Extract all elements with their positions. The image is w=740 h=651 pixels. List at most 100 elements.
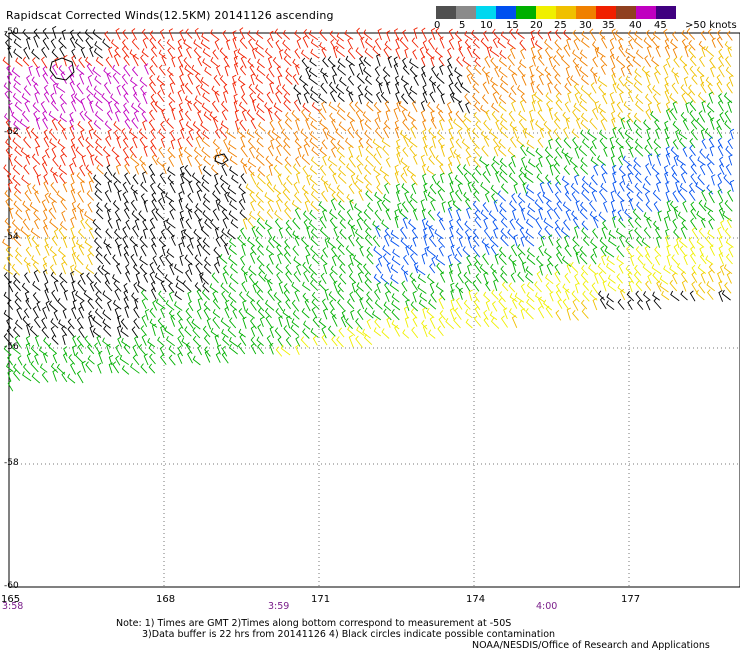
wind-barb (518, 118, 526, 130)
wind-barb (400, 172, 407, 184)
wind-barb (672, 272, 678, 285)
wind-barb (161, 54, 167, 66)
wind-barb (612, 82, 617, 94)
wind-barb (249, 92, 255, 103)
wind-barb (572, 136, 578, 147)
wind-barb (337, 140, 345, 150)
wind-barb (651, 56, 660, 67)
wind-barb (412, 290, 417, 303)
wind-barb (224, 242, 230, 255)
wind-barb (539, 264, 544, 276)
wind-barb (570, 75, 580, 86)
wind-barb (375, 263, 382, 274)
wind-barb (48, 192, 57, 204)
wind-barb (26, 37, 31, 50)
wind-barb (166, 39, 176, 50)
wind-barb (474, 165, 482, 176)
wind-barb (177, 89, 183, 102)
wind-barb (345, 137, 354, 149)
wind-barb (194, 254, 203, 266)
wind-barb (538, 156, 543, 168)
wind-barb (341, 310, 346, 321)
wind-barb (11, 29, 22, 41)
wind-barb (6, 64, 13, 76)
wind-barb (14, 298, 23, 310)
wind-barb (689, 154, 697, 167)
wind-barb (572, 29, 581, 42)
wind-barb (322, 155, 327, 166)
wind-barb (700, 271, 706, 284)
wind-barb (718, 245, 724, 257)
wind-barb (468, 289, 473, 301)
wind-barb (353, 254, 363, 266)
wind-barb (203, 155, 211, 166)
wind-barb (4, 30, 13, 41)
wind-barb (294, 207, 301, 220)
wind-barb (76, 335, 84, 348)
wind-barb (429, 316, 436, 330)
wind-barb (545, 273, 554, 285)
wind-barb (203, 111, 212, 121)
wind-barb (336, 109, 346, 121)
wind-barb (633, 112, 642, 123)
wind-barb (594, 100, 600, 114)
wind-barb (195, 180, 203, 193)
wind-barb (520, 93, 527, 104)
wind-barb (434, 47, 443, 58)
wind-barb (88, 128, 94, 140)
wind-barb (31, 235, 39, 247)
wind-barb (241, 281, 247, 293)
wind-barb (291, 281, 300, 293)
wind-barb (71, 345, 77, 356)
wind-barb (256, 65, 266, 77)
wind-barb (72, 156, 77, 168)
wind-barb (690, 217, 698, 231)
wind-barb (35, 244, 41, 256)
wind-barb (276, 192, 283, 203)
wind-barb (25, 126, 32, 139)
wind-barb (682, 118, 689, 131)
wind-barb (239, 119, 247, 132)
wind-barb (88, 179, 94, 192)
wind-barb (94, 237, 103, 249)
wind-barb (247, 157, 257, 168)
wind-barb (602, 280, 607, 292)
wind-barb (671, 67, 680, 78)
wind-barb (157, 336, 165, 346)
wind-barb (646, 216, 652, 229)
wind-barb (728, 154, 733, 166)
wind-barb (403, 270, 409, 282)
wind-barb (669, 279, 678, 292)
wind-barb (178, 153, 184, 166)
wind-barb (112, 254, 120, 266)
wind-barb (193, 146, 203, 158)
wind-barb (356, 72, 365, 84)
wind-barb (284, 118, 293, 130)
wind-barb (600, 55, 608, 67)
wind-barb (44, 288, 50, 301)
wind-barb (104, 189, 112, 203)
wind-barb (394, 126, 400, 139)
wind-barb (192, 121, 201, 131)
wind-barb (672, 31, 679, 42)
wind-barb (53, 310, 59, 321)
wind-barb (394, 325, 400, 337)
wind-barb (212, 316, 221, 329)
wind-barb (347, 37, 353, 50)
wind-barb (564, 83, 572, 94)
wind-barb (42, 116, 49, 130)
wind-barb (563, 126, 569, 139)
wind-barb (449, 307, 455, 320)
wind-barb (493, 279, 498, 292)
wind-barb (711, 174, 716, 186)
wind-barb (13, 38, 22, 49)
wind-barb (355, 288, 363, 301)
wind-barb (659, 275, 669, 285)
wind-barb (552, 55, 561, 66)
wind-barb (481, 238, 490, 249)
wind-barb (93, 129, 102, 141)
wind-barb (641, 65, 651, 78)
wind-barb (429, 235, 437, 248)
wind-barb (329, 271, 337, 284)
wind-barb (484, 192, 490, 203)
